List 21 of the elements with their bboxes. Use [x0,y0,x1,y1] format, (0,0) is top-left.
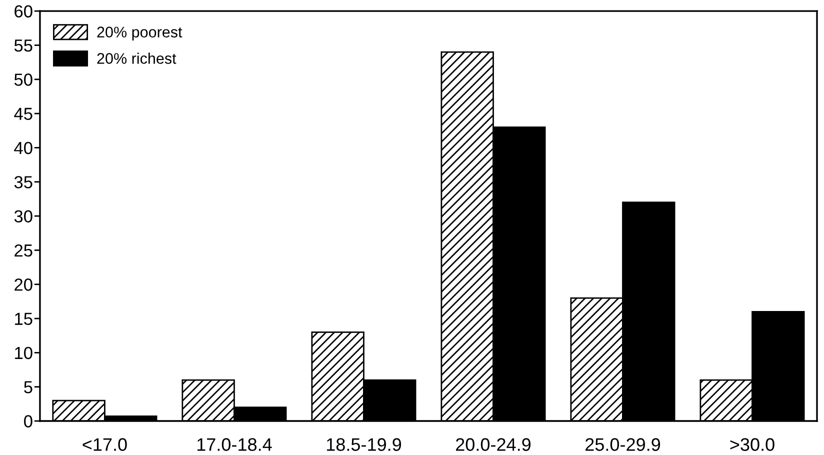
y-tick-label: 60 [14,5,32,18]
y-tick-label: 25 [14,244,32,257]
x-tick-label: 20.0-24.9 [456,438,531,451]
y-tick-label: 5 [24,381,32,394]
y-tick-label: 0 [24,415,32,428]
x-tick-label: 25.0-29.9 [586,438,660,451]
x-tick-label: >30.0 [730,438,774,451]
x-tick-label: 17.0-18.4 [197,438,272,451]
y-tick-label: 30 [14,210,32,222]
legend-label: 20% richest [97,52,176,64]
x-tick-label: <17.0 [82,438,127,451]
y-tick-label: 40 [14,142,32,154]
y-tick-label: 55 [14,40,32,52]
legend-label: 20% poorest [97,26,182,41]
y-tick-label: 15 [15,312,32,325]
y-tick-label: 35 [14,176,32,188]
y-tick-label: 50 [14,74,32,86]
y-tick-label: 10 [15,346,32,360]
y-tick-label: 20 [14,278,32,291]
x-tick-label: 18.5-19.9 [326,438,402,451]
y-tick-label: 45 [14,108,32,120]
